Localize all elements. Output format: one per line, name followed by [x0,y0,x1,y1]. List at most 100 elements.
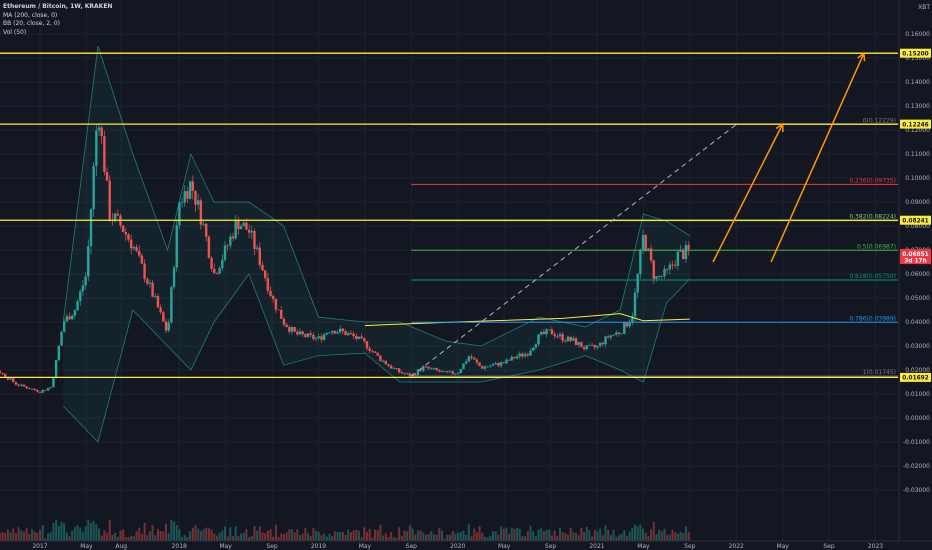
candle-body [408,373,412,377]
candle [371,349,374,354]
price-tick-label: 0.14000 [905,79,930,86]
candle-body [682,249,685,259]
candle-body [537,334,540,345]
volume-bar [422,532,425,541]
volume-bar [612,530,615,541]
volume-bar [505,527,508,541]
candle-body [298,331,302,335]
volume-bar [400,535,403,541]
candle [502,362,505,364]
price-tick-label: 0.13000 [905,103,930,110]
volume-bar [106,532,109,541]
candle-body [349,333,353,335]
volume-bar [379,524,382,541]
volume-bar [309,535,312,541]
candle [92,161,95,217]
volume-bar [561,531,564,541]
volume-bar [237,535,240,541]
candle [440,369,444,373]
indicator-vol-label[interactable]: Vol (50) [3,28,27,36]
indicator-ma-label[interactable]: MA (200, close, 0) [3,11,58,19]
volume-bar [478,526,481,541]
candle [499,361,503,368]
volume-bar [489,536,492,541]
candle [296,329,299,337]
candle [617,331,621,337]
volume-bar [299,535,302,541]
candle [363,337,366,344]
candle-body [250,231,253,233]
volume-bar [446,534,449,541]
volume-bar [111,534,114,541]
time-tick-label: 2022 [729,543,744,550]
candle-body [387,364,390,366]
candle [221,254,224,271]
time-axis[interactable]: Sep 2017 May Aug 2018 May Sep 2019 May Sep 2020 May… [0,543,883,550]
price-tick-label: 0.15000 [905,55,930,62]
candle [277,309,280,311]
candle [430,367,433,370]
candle-body [607,336,610,338]
candle-body [304,334,307,337]
volume-bar [411,528,414,541]
candle [191,175,195,200]
volume-bar [197,528,200,541]
candle [601,341,605,347]
symbol-title[interactable]: Ethereum / Bitcoin, 1W, KRAKEN [3,3,113,10]
candle-body [414,374,417,376]
candle-body [357,336,361,339]
volume-bar [430,531,433,541]
candle [478,362,481,367]
volume-bar [154,535,157,541]
candle-body [363,338,366,342]
candle [676,250,680,271]
candle-body [515,356,519,359]
candle [389,363,393,370]
candle-body [497,362,500,366]
arrow-shaft [770,52,865,263]
candle-body [194,190,197,205]
volume-bar [513,528,516,541]
candle [657,275,661,281]
candle [615,330,618,337]
candle-body [639,250,642,275]
candle [25,385,28,390]
volume-bar [156,528,159,541]
volume-bar [387,537,390,541]
candle-body [446,371,449,373]
level-price-tag-box [900,215,931,225]
projection-arrow[interactable] [770,51,866,263]
candle-body [615,332,618,335]
volume-bar [9,532,12,541]
moving-average-line [364,313,690,327]
candle-body [494,362,497,365]
volume-bar [368,528,371,541]
candle [687,241,690,256]
candle-body [381,360,385,362]
candle-body [317,336,320,338]
candle-body [373,351,377,353]
volume-bar [207,528,210,541]
volume-bar [44,538,47,541]
candle-body [105,171,109,181]
candle [347,331,350,336]
candle [320,333,323,343]
candle [57,345,61,362]
candle [218,265,221,275]
candle-body [92,165,95,210]
trendline-dashed[interactable] [411,124,737,377]
candle [459,368,463,374]
candle [22,384,26,387]
candle [68,312,71,320]
volume-bar [138,527,141,541]
candle [464,359,468,365]
projection-arrow[interactable] [712,122,784,263]
price-tick-label: 0.05000 [905,295,930,302]
volume-bar [317,531,320,541]
indicator-bb-label[interactable]: BB (20, close, 2, 0) [3,20,60,28]
volume-bar [205,527,208,541]
volume-bar [63,523,66,541]
candle-body [226,245,229,247]
volume-bar [339,531,342,541]
